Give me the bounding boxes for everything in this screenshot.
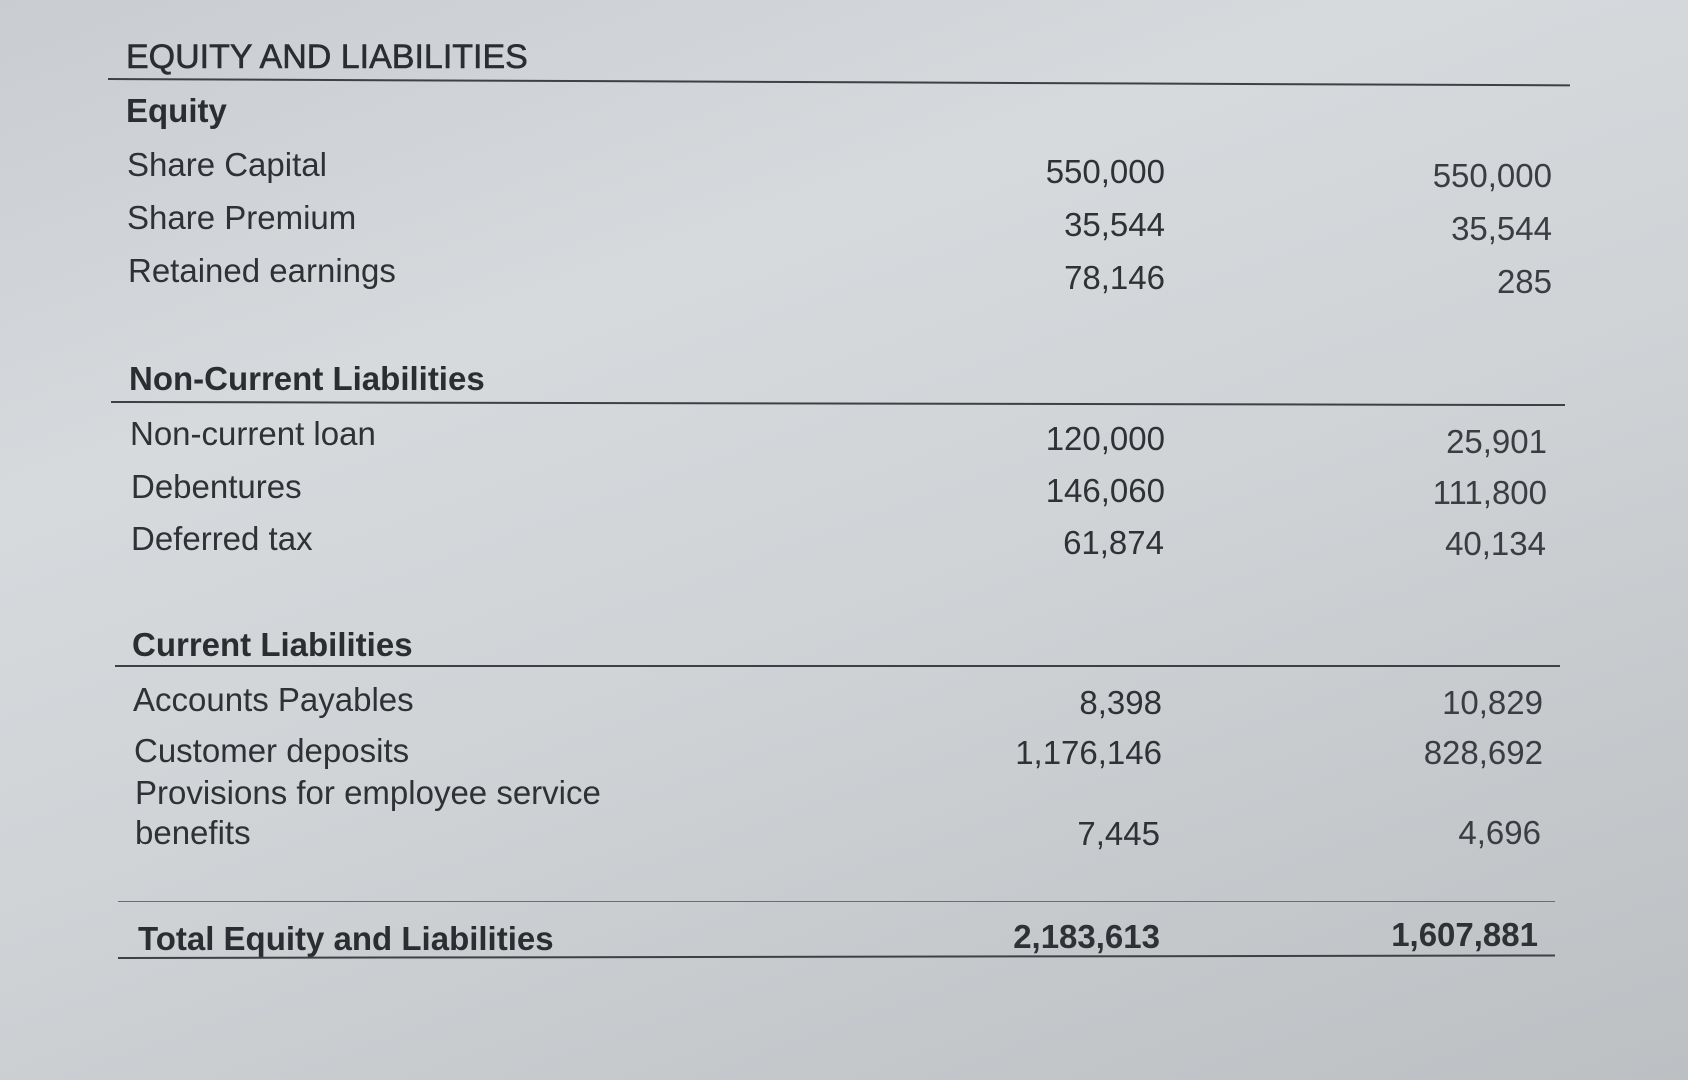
row-value-prior: 4,696 <box>1458 814 1541 851</box>
row-value-current: 1,176,146 <box>1015 734 1162 771</box>
total-value-current: 2,183,613 <box>1013 918 1160 955</box>
row-value-current: 550,000 <box>1045 153 1165 190</box>
row-value-current: 35,544 <box>1064 206 1165 243</box>
total-label: Total Equity and Liabilities <box>138 920 554 957</box>
total-value-prior: 1,607,881 <box>1391 916 1538 953</box>
row-label: Share Capital <box>127 146 327 183</box>
row-value-prior: 10,829 <box>1442 684 1543 721</box>
row-label: Share Premium <box>127 199 357 236</box>
row-value-prior: 285 <box>1496 263 1552 300</box>
row-value-prior: 828,692 <box>1423 734 1543 771</box>
row-value-prior: 550,000 <box>1432 157 1552 194</box>
row-value-current: 8,398 <box>1079 684 1162 721</box>
row-label: Provisions for employee service <box>135 774 601 811</box>
row-value-current: 78,146 <box>1064 259 1165 296</box>
section-heading-equity: Equity <box>126 92 227 129</box>
row-label: Non-current loan <box>130 415 376 452</box>
row-label: Customer deposits <box>134 732 410 769</box>
row-value-prior: 111,800 <box>1432 474 1547 511</box>
row-label: Debentures <box>131 468 302 505</box>
row-label: benefits <box>135 814 251 851</box>
row-label: Accounts Payables <box>133 681 414 718</box>
row-label: Retained earnings <box>128 252 396 289</box>
divider <box>110 401 1565 407</box>
section-heading-non-current-liabilities: Non-Current Liabilities <box>129 360 485 397</box>
row-value-prior: 35,544 <box>1451 210 1552 247</box>
row-value-current: 120,000 <box>1045 420 1165 457</box>
divider <box>107 78 1570 87</box>
divider <box>118 901 1555 902</box>
row-value-prior: 25,901 <box>1446 423 1547 460</box>
row-value-prior: 40,134 <box>1445 525 1546 562</box>
row-value-current: 61,874 <box>1063 524 1164 561</box>
row-label: Deferred tax <box>131 520 313 557</box>
page-title: EQUITY AND LIABILITIES <box>126 38 528 77</box>
row-value-current: 7,445 <box>1077 815 1160 852</box>
row-value-current: 146,060 <box>1045 472 1165 509</box>
divider <box>115 665 1560 667</box>
section-heading-current-liabilities: Current Liabilities <box>132 626 413 663</box>
